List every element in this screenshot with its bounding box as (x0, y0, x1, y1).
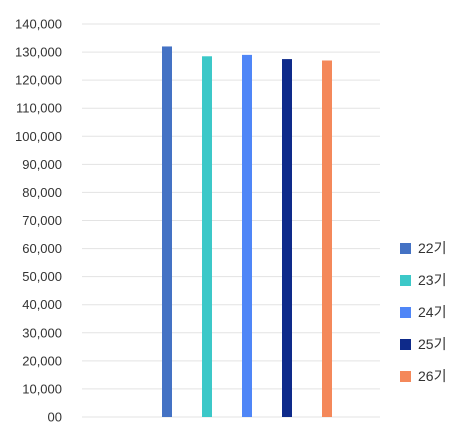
bar (282, 59, 292, 417)
y-tick-label: 100,000 (15, 129, 62, 144)
legend: 22기 23기 24기 25기 26기 (400, 240, 446, 384)
y-tick-label: 90,000 (22, 157, 62, 172)
y-axis-ticks: 00 10,000 20,000 30,000 40,000 50,000 60,000 70… (15, 17, 62, 425)
gridlines (82, 23, 380, 418)
legend-swatch (400, 307, 411, 318)
legend-label: 23기 (418, 272, 446, 288)
y-tick-label: 30,000 (22, 325, 62, 340)
y-tick-label: 40,000 (22, 297, 62, 312)
bar (242, 54, 252, 417)
legend-swatch (400, 275, 411, 286)
y-tick-label: 00 (48, 410, 62, 425)
y-tick-label: 140,000 (15, 17, 62, 32)
y-tick-label: 60,000 (22, 241, 62, 256)
bars (162, 46, 332, 418)
legend-label: 24기 (418, 304, 446, 320)
legend-swatch (400, 371, 411, 382)
y-tick-label: 50,000 (22, 269, 62, 284)
y-tick-label: 80,000 (22, 185, 62, 200)
y-tick-label: 130,000 (15, 45, 62, 60)
legend-label: 26기 (418, 368, 446, 384)
y-tick-label: 110,000 (16, 101, 62, 116)
bar (322, 60, 332, 417)
bar (202, 56, 212, 418)
legend-label: 22기 (418, 240, 446, 256)
y-tick-label: 10,000 (22, 381, 62, 396)
legend-label: 25기 (418, 336, 446, 352)
bar (162, 46, 172, 417)
legend-swatch (400, 243, 411, 254)
y-tick-label: 70,000 (22, 213, 62, 228)
legend-swatch (400, 339, 411, 350)
y-tick-label: 120,000 (15, 73, 62, 88)
y-tick-label: 20,000 (22, 353, 62, 368)
